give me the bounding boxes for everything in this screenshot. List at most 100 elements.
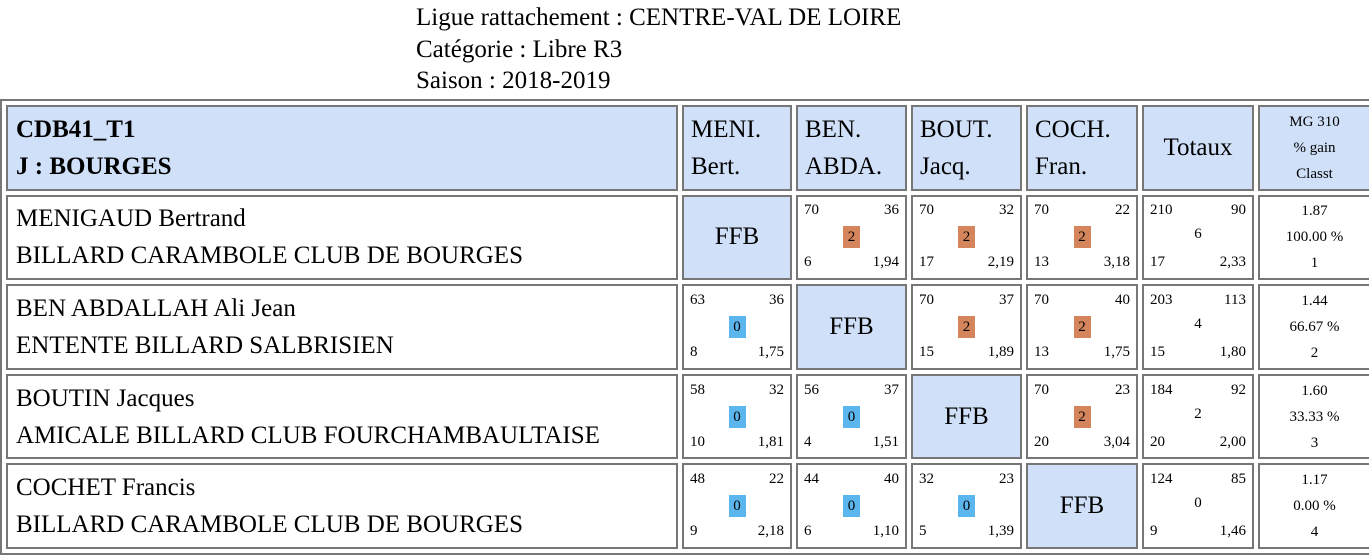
match-points: 32 bbox=[919, 471, 934, 488]
match-average: 1,51 bbox=[872, 433, 899, 450]
match-points: 58 bbox=[690, 381, 705, 398]
total-points: 210 bbox=[1150, 202, 1173, 219]
match-points: 63 bbox=[690, 291, 705, 308]
col-header-line1: BOUT. bbox=[920, 115, 993, 143]
match-detail: 56 37 0 4 1,51 bbox=[798, 377, 905, 457]
total-score: 0 bbox=[1194, 495, 1202, 512]
match-cell: 58 32 0 10 1,81 bbox=[682, 373, 792, 460]
match-reprises: 9 bbox=[690, 523, 698, 540]
group-title: CDB41_T1 bbox=[16, 115, 136, 143]
match-score-wrap: 0 bbox=[798, 495, 905, 518]
match-points: 48 bbox=[690, 471, 705, 488]
player-cell: COCHET Francis BILLARD CARAMBOLE CLUB DE … bbox=[6, 463, 678, 549]
col-header-line2: Bert. bbox=[691, 152, 741, 180]
total-score: 2 bbox=[1194, 405, 1202, 422]
match-serie: 40 bbox=[1115, 291, 1130, 308]
result-cell: 1.87 100.00 % 1 bbox=[1258, 194, 1369, 281]
match-serie: 37 bbox=[884, 381, 899, 398]
match-score-badge: 2 bbox=[1073, 226, 1091, 249]
match-average: 3,18 bbox=[1103, 254, 1130, 271]
ffb-cell: FFB bbox=[911, 373, 1022, 460]
total-reprises: 9 bbox=[1150, 523, 1158, 540]
match-cell: 70 36 2 6 1,94 bbox=[796, 194, 907, 281]
gain-percent: 66.67 % bbox=[1289, 318, 1340, 335]
col-header-line2: ABDA. bbox=[805, 152, 883, 180]
match-cell: 63 36 0 8 1,75 bbox=[682, 284, 792, 370]
results-grid: CDB41_T1 J : BOURGES MENI. Bert. BEN. AB… bbox=[0, 99, 1369, 555]
match-cell: 70 40 2 13 1,75 bbox=[1026, 284, 1138, 370]
totals-detail: 124 85 0 9 1,46 bbox=[1144, 466, 1252, 546]
match-cell: 32 23 0 5 1,39 bbox=[911, 463, 1022, 549]
match-points: 70 bbox=[804, 202, 819, 219]
category-line: Catégorie : Libre R3 bbox=[416, 35, 623, 63]
col-header-line1: COCH. bbox=[1035, 115, 1111, 143]
col-header-bout: BOUT. Jacq. bbox=[911, 105, 1022, 191]
total-average: 2,00 bbox=[1219, 433, 1246, 450]
rank-label: Classt bbox=[1296, 165, 1333, 182]
match-serie: 36 bbox=[884, 202, 899, 219]
match-score-wrap: 2 bbox=[913, 315, 1020, 338]
match-reprises: 20 bbox=[1034, 433, 1049, 450]
col-header-line2: Fran. bbox=[1035, 152, 1088, 180]
match-score-wrap: 2 bbox=[913, 226, 1020, 249]
match-cell: 70 32 2 17 2,19 bbox=[911, 194, 1022, 281]
match-cell: 56 37 0 4 1,51 bbox=[796, 373, 907, 460]
match-cell: 70 22 2 13 3,18 bbox=[1026, 194, 1138, 281]
match-detail: 70 32 2 17 2,19 bbox=[913, 197, 1020, 277]
player-cell: MENIGAUD Bertrand BILLARD CARAMBOLE CLUB … bbox=[6, 194, 678, 281]
match-average: 3,04 bbox=[1103, 433, 1130, 450]
player-cell: BEN ABDALLAH Ali Jean ENTENTE BILLARD SAL… bbox=[6, 284, 678, 370]
player-name: MENIGAUD Bertrand bbox=[16, 205, 246, 233]
totals-cell: 210 90 6 17 2,33 bbox=[1142, 194, 1254, 281]
match-reprises: 6 bbox=[804, 523, 812, 540]
match-score-wrap: 0 bbox=[798, 405, 905, 428]
total-reprises: 15 bbox=[1150, 343, 1165, 360]
match-points: 70 bbox=[1034, 202, 1049, 219]
match-points: 70 bbox=[1034, 291, 1049, 308]
match-score-badge: 2 bbox=[958, 226, 975, 249]
col-header-line2: Jacq. bbox=[920, 152, 971, 180]
player-name: BOUTIN Jacques bbox=[16, 384, 195, 412]
totals-cell: 124 85 0 9 1,46 bbox=[1142, 463, 1254, 549]
player-row: MENIGAUD Bertrand BILLARD CARAMBOLE CLUB … bbox=[6, 194, 1369, 281]
match-score-badge: 2 bbox=[1073, 405, 1091, 428]
match-serie: 22 bbox=[769, 471, 784, 488]
match-average: 1,10 bbox=[872, 523, 899, 540]
competition-header: Ligue rattachement : CENTRE-VAL DE LOIRE… bbox=[416, 2, 901, 97]
totals-detail: 203 113 4 15 1,80 bbox=[1144, 287, 1252, 367]
totals-header: Totaux bbox=[1142, 105, 1254, 191]
player-row: COCHET Francis BILLARD CARAMBOLE CLUB DE … bbox=[6, 463, 1369, 549]
match-points: 70 bbox=[919, 202, 934, 219]
match-reprises: 10 bbox=[690, 433, 705, 450]
mg-label: MG 310 bbox=[1289, 113, 1340, 130]
result-cell: 1.17 0.00 % 4 bbox=[1258, 463, 1369, 549]
col-header-coch: COCH. Fran. bbox=[1026, 105, 1138, 191]
match-reprises: 4 bbox=[804, 433, 812, 450]
match-points: 70 bbox=[919, 291, 934, 308]
match-reprises: 8 bbox=[690, 343, 698, 360]
col-header-line1: BEN. bbox=[805, 115, 862, 143]
match-average: 1,75 bbox=[1103, 343, 1130, 360]
match-cell: 48 22 0 9 2,18 bbox=[682, 463, 792, 549]
rank: 4 bbox=[1310, 524, 1319, 541]
player-club: BILLARD CARAMBOLE CLUB DE BOURGES bbox=[16, 242, 523, 270]
total-reprises: 20 bbox=[1150, 433, 1165, 450]
match-cell: 70 37 2 15 1,89 bbox=[911, 284, 1022, 370]
result-cell: 1.44 66.67 % 2 bbox=[1258, 284, 1369, 370]
match-score-badge: 0 bbox=[728, 495, 746, 518]
match-score-wrap: 0 bbox=[684, 405, 790, 428]
gain-percent: 100.00 % bbox=[1285, 229, 1344, 246]
match-points: 70 bbox=[1034, 381, 1049, 398]
match-average: 1,81 bbox=[757, 433, 784, 450]
match-reprises: 17 bbox=[919, 254, 934, 271]
player-club: AMICALE BILLARD CLUB FOURCHAMBAULTAISE bbox=[16, 421, 600, 449]
gain-percent: 0.00 % bbox=[1293, 498, 1336, 515]
match-score-badge: 0 bbox=[843, 405, 860, 428]
match-serie: 32 bbox=[999, 202, 1014, 219]
general-average: 1.60 bbox=[1301, 382, 1328, 399]
match-score-wrap: 0 bbox=[684, 495, 790, 518]
match-reprises: 13 bbox=[1034, 254, 1049, 271]
match-detail: 70 22 2 13 3,18 bbox=[1028, 197, 1136, 277]
gain-label: % gain bbox=[1293, 139, 1336, 156]
match-detail: 70 23 2 20 3,04 bbox=[1028, 377, 1136, 457]
